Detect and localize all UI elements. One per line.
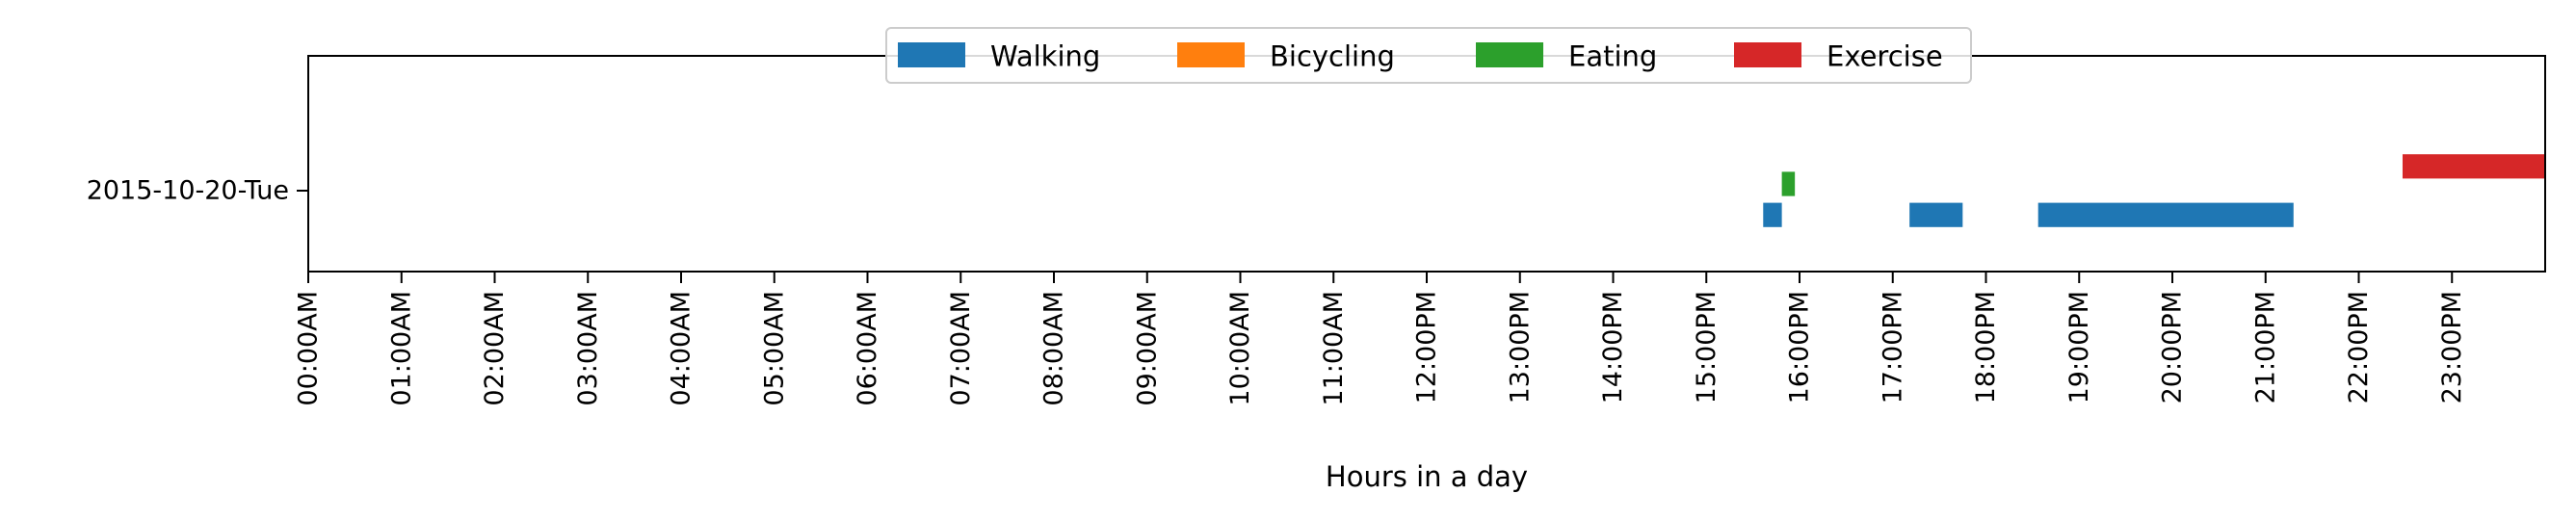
legend-label: Bicycling [1270, 40, 1395, 73]
x-axis-label: Hours in a day [1326, 460, 1528, 493]
legend-label: Walking [990, 40, 1100, 73]
x-tick-label: 22:00PM [2344, 291, 2374, 403]
x-axis-ticks: 00:00AM 01:00AM 02:00AM 03:00AM 04:00AM 05:00… [294, 272, 2467, 406]
x-tick-label: 10:00AM [1225, 291, 1255, 406]
x-tick-label: 13:00PM [1505, 291, 1535, 403]
x-tick-label: 06:00AM [853, 291, 882, 406]
legend-label: Eating [1568, 40, 1657, 73]
x-tick-label: 21:00PM [2250, 291, 2280, 403]
legend-swatch [898, 42, 965, 67]
bar-eating-0 [1781, 171, 1796, 196]
x-tick-label: 00:00AM [294, 291, 324, 406]
legend-entry-eating: Eating [1476, 40, 1657, 73]
x-tick-label: 08:00AM [1039, 291, 1069, 406]
x-tick-label: 14:00PM [1598, 291, 1628, 403]
x-tick-label: 07:00AM [946, 291, 976, 406]
bar-exercise-0 [2402, 154, 2545, 179]
legend: Walking Bicycling Eating Exercise [885, 27, 1972, 84]
y-axis-ticks: 2015-10-20-Tue [87, 176, 308, 206]
y-tick-label: 2015-10-20-Tue [87, 176, 289, 206]
legend-swatch [1734, 42, 1801, 67]
x-tick-label: 12:00PM [1412, 291, 1442, 403]
x-tick-label: 11:00AM [1319, 291, 1349, 406]
x-tick-label: 19:00PM [2064, 291, 2094, 403]
legend-entry-exercise: Exercise [1734, 40, 1943, 73]
bar-walking-2 [2037, 202, 2294, 227]
legend-entry-walking: Walking [898, 40, 1100, 73]
x-tick-label: 16:00PM [1785, 291, 1815, 403]
x-tick-label: 03:00AM [573, 291, 603, 406]
legend-box [885, 27, 1972, 84]
x-tick-label: 02:00AM [480, 291, 510, 406]
x-tick-label: 20:00PM [2158, 291, 2188, 403]
legend-swatch [1476, 42, 1543, 67]
legend-label: Exercise [1827, 40, 1943, 73]
x-tick-label: 15:00PM [1692, 291, 1722, 403]
x-tick-label: 05:00AM [759, 291, 789, 406]
x-tick-label: 18:00PM [1971, 291, 2001, 403]
bar-walking-0 [1763, 202, 1782, 227]
bar-walking-1 [1909, 202, 1963, 227]
legend-entry-bicycling: Bicycling [1177, 40, 1395, 73]
x-tick-label: 17:00PM [1878, 291, 1907, 403]
x-tick-label: 09:00AM [1132, 291, 1162, 406]
x-tick-label: 01:00AM [386, 291, 416, 406]
x-tick-label: 23:00PM [2437, 291, 2467, 403]
bars-layer [1763, 154, 2545, 227]
legend-swatch [1177, 42, 1245, 67]
x-tick-label: 04:00AM [667, 291, 697, 406]
